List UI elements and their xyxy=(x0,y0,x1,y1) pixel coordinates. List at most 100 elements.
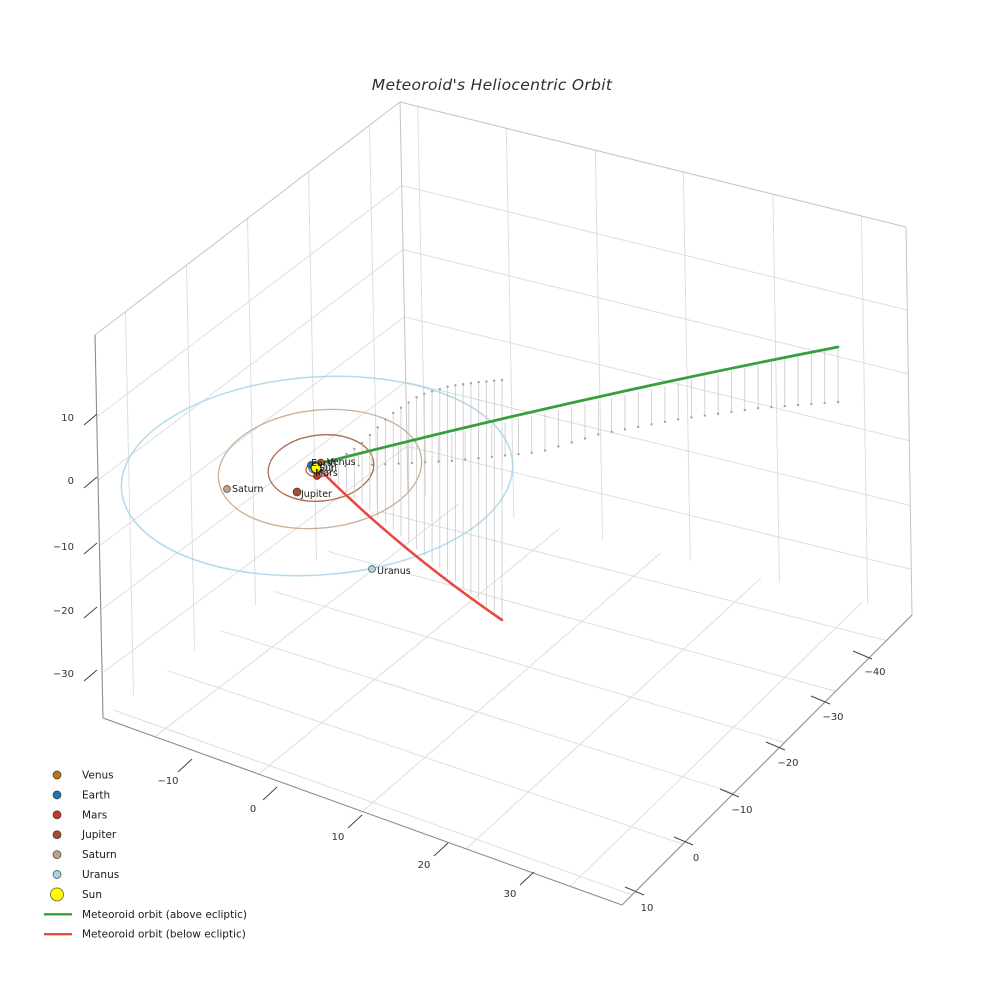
stem-dot-above xyxy=(823,401,826,405)
y-axis-spine xyxy=(621,614,913,906)
sun-dot xyxy=(310,462,322,474)
grid-floor-y xyxy=(327,550,836,692)
stem-dot-above xyxy=(637,425,640,429)
legend-label: Meteoroid orbit (below ecliptic) xyxy=(82,929,246,941)
legend-dot-marker xyxy=(52,770,62,780)
stem-dot-below xyxy=(353,447,356,450)
y-tick-label: −20 xyxy=(777,758,798,769)
z-tick-label: 10 xyxy=(61,413,74,424)
stem-dot-above xyxy=(623,428,627,431)
planet-label-uranus: Uranus xyxy=(377,566,411,577)
stem-dot-below xyxy=(399,406,403,409)
planet-label-mars: Mars xyxy=(315,468,338,479)
x-tick-mark xyxy=(433,842,449,857)
legend-label: Earth xyxy=(82,789,110,801)
stem-dot-above xyxy=(730,410,733,414)
z-tick-mark xyxy=(83,413,98,426)
x-tick-label: −10 xyxy=(157,776,178,787)
legend-label: Mars xyxy=(82,809,107,821)
stem-dot-below xyxy=(430,390,434,393)
planet-label-venus: Venus xyxy=(327,457,356,468)
stem-dot-below xyxy=(360,441,364,445)
stem-dot-below xyxy=(391,411,395,415)
legend-label: Meteoroid orbit (above ecliptic) xyxy=(82,909,247,921)
stem-dot-below xyxy=(423,392,426,395)
stem-dot-above xyxy=(810,402,813,406)
legend-label: Sun xyxy=(82,889,102,901)
stem-dot-above xyxy=(477,456,480,460)
x-axis-spine xyxy=(102,717,623,906)
y-tick-mark xyxy=(719,788,740,798)
grid-leftwall-z xyxy=(96,185,403,418)
grid-rightwall-y xyxy=(505,128,515,518)
grid-floor-x xyxy=(154,503,459,738)
z-axis-spine xyxy=(94,334,104,719)
planet-dot-venus xyxy=(317,458,325,466)
stem-dot-below xyxy=(368,433,372,437)
y-tick-mark xyxy=(673,836,694,846)
stem-dot-above xyxy=(570,441,573,444)
grid-leftwall-x xyxy=(369,125,378,515)
stem-dot-above xyxy=(756,407,760,410)
stem-dot-below xyxy=(446,385,449,388)
stem-dot-below xyxy=(485,380,488,383)
grid-leftwall-x xyxy=(308,171,317,560)
y-tick-label: −30 xyxy=(822,712,843,723)
legend-dot-marker xyxy=(50,887,64,902)
legend-label: Saturn xyxy=(82,849,117,861)
z-tick-label: −20 xyxy=(53,606,74,617)
grid-rightwall-z xyxy=(401,185,908,311)
orbit-saturn xyxy=(217,408,423,530)
x-tick-label: 0 xyxy=(250,804,256,815)
stem-dot-below xyxy=(438,387,442,391)
x-tick-mark xyxy=(177,758,193,773)
y-tick-mark xyxy=(624,886,645,896)
grid-floor-x xyxy=(362,553,661,812)
z-tick-mark xyxy=(83,606,98,619)
grid-floor-y xyxy=(381,511,887,642)
grid-rightwall-y xyxy=(772,194,780,583)
z-tick-label: −10 xyxy=(53,542,74,553)
legend-dot-marker xyxy=(52,810,62,820)
stem-dot-above xyxy=(836,400,840,404)
planet-label-jupiter: Jupiter xyxy=(300,489,332,500)
meteoroid-orbit-above xyxy=(316,345,840,466)
stem-dot-above xyxy=(344,465,347,468)
legend-dot-marker xyxy=(52,790,62,800)
planet-dot-saturn xyxy=(223,485,231,493)
z-tick-label: −30 xyxy=(53,669,74,680)
box-edge-back-vertical xyxy=(399,101,409,493)
stem-dot-above xyxy=(370,463,374,467)
stem-dot-above xyxy=(796,403,800,407)
stem-dot-below xyxy=(477,380,480,384)
legend-label: Venus xyxy=(82,770,114,782)
stem-dot-above xyxy=(716,412,720,415)
planet-dot-uranus xyxy=(368,565,376,573)
y-tick-label: 10 xyxy=(641,903,654,914)
meteoroid-orbit-below xyxy=(316,466,504,622)
stem-dot-below xyxy=(384,418,387,421)
grid-floor-y xyxy=(113,709,633,896)
x-tick-label: 10 xyxy=(332,832,345,843)
stem-dot-above xyxy=(437,460,440,463)
stem-dot-below xyxy=(493,379,496,382)
y-tick-mark xyxy=(810,695,831,705)
stem-dot-above xyxy=(330,465,334,469)
stem-dot-above xyxy=(503,454,507,457)
orbit-jupiter xyxy=(267,434,375,502)
grid-leftwall-z xyxy=(101,445,408,674)
grid-floor-y xyxy=(273,590,785,744)
stem-dot-above xyxy=(410,461,414,465)
legend-dot-marker xyxy=(52,830,62,840)
grid-rightwall-y xyxy=(860,215,869,605)
stem-dot-above xyxy=(384,463,387,466)
grid-leftwall-x xyxy=(186,265,195,651)
legend-label: Jupiter xyxy=(81,829,117,841)
stem-dot-above xyxy=(543,449,547,452)
stem-dot-above xyxy=(783,404,786,408)
z-tick-label: 0 xyxy=(68,476,74,487)
box-edge-topright xyxy=(399,101,907,228)
x-tick-label: 30 xyxy=(504,889,517,900)
